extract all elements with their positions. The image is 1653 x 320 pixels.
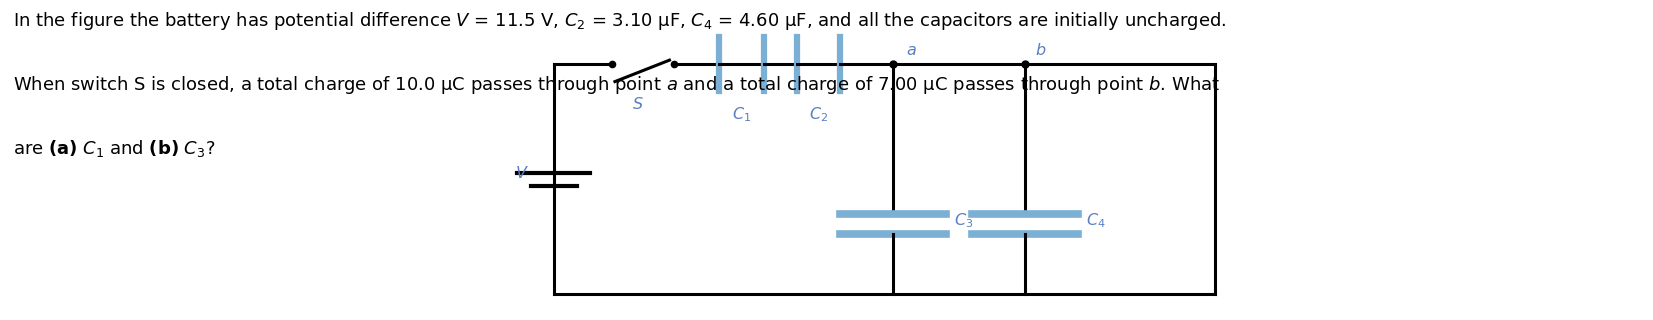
Text: $C_1$: $C_1$ bbox=[732, 106, 750, 124]
Text: When switch S is closed, a total charge of 10.0 μC passes through point $a$ and : When switch S is closed, a total charge … bbox=[13, 74, 1220, 96]
Text: $C_3$: $C_3$ bbox=[954, 212, 974, 230]
Text: $a$: $a$ bbox=[906, 43, 917, 58]
Text: are $\mathbf{(a)}$ $C_1$ and $\mathbf{(b)}$ $C_3$?: are $\mathbf{(a)}$ $C_1$ and $\mathbf{(b… bbox=[13, 138, 215, 159]
Text: $C_2$: $C_2$ bbox=[808, 106, 828, 124]
Text: $C_4$: $C_4$ bbox=[1086, 212, 1106, 230]
Text: In the figure the battery has potential difference $V$ = 11.5 V, $C_2$ = 3.10 μF: In the figure the battery has potential … bbox=[13, 10, 1227, 32]
Text: $V$: $V$ bbox=[516, 165, 529, 181]
Text: $b$: $b$ bbox=[1035, 42, 1046, 58]
Text: $S$: $S$ bbox=[631, 96, 645, 112]
